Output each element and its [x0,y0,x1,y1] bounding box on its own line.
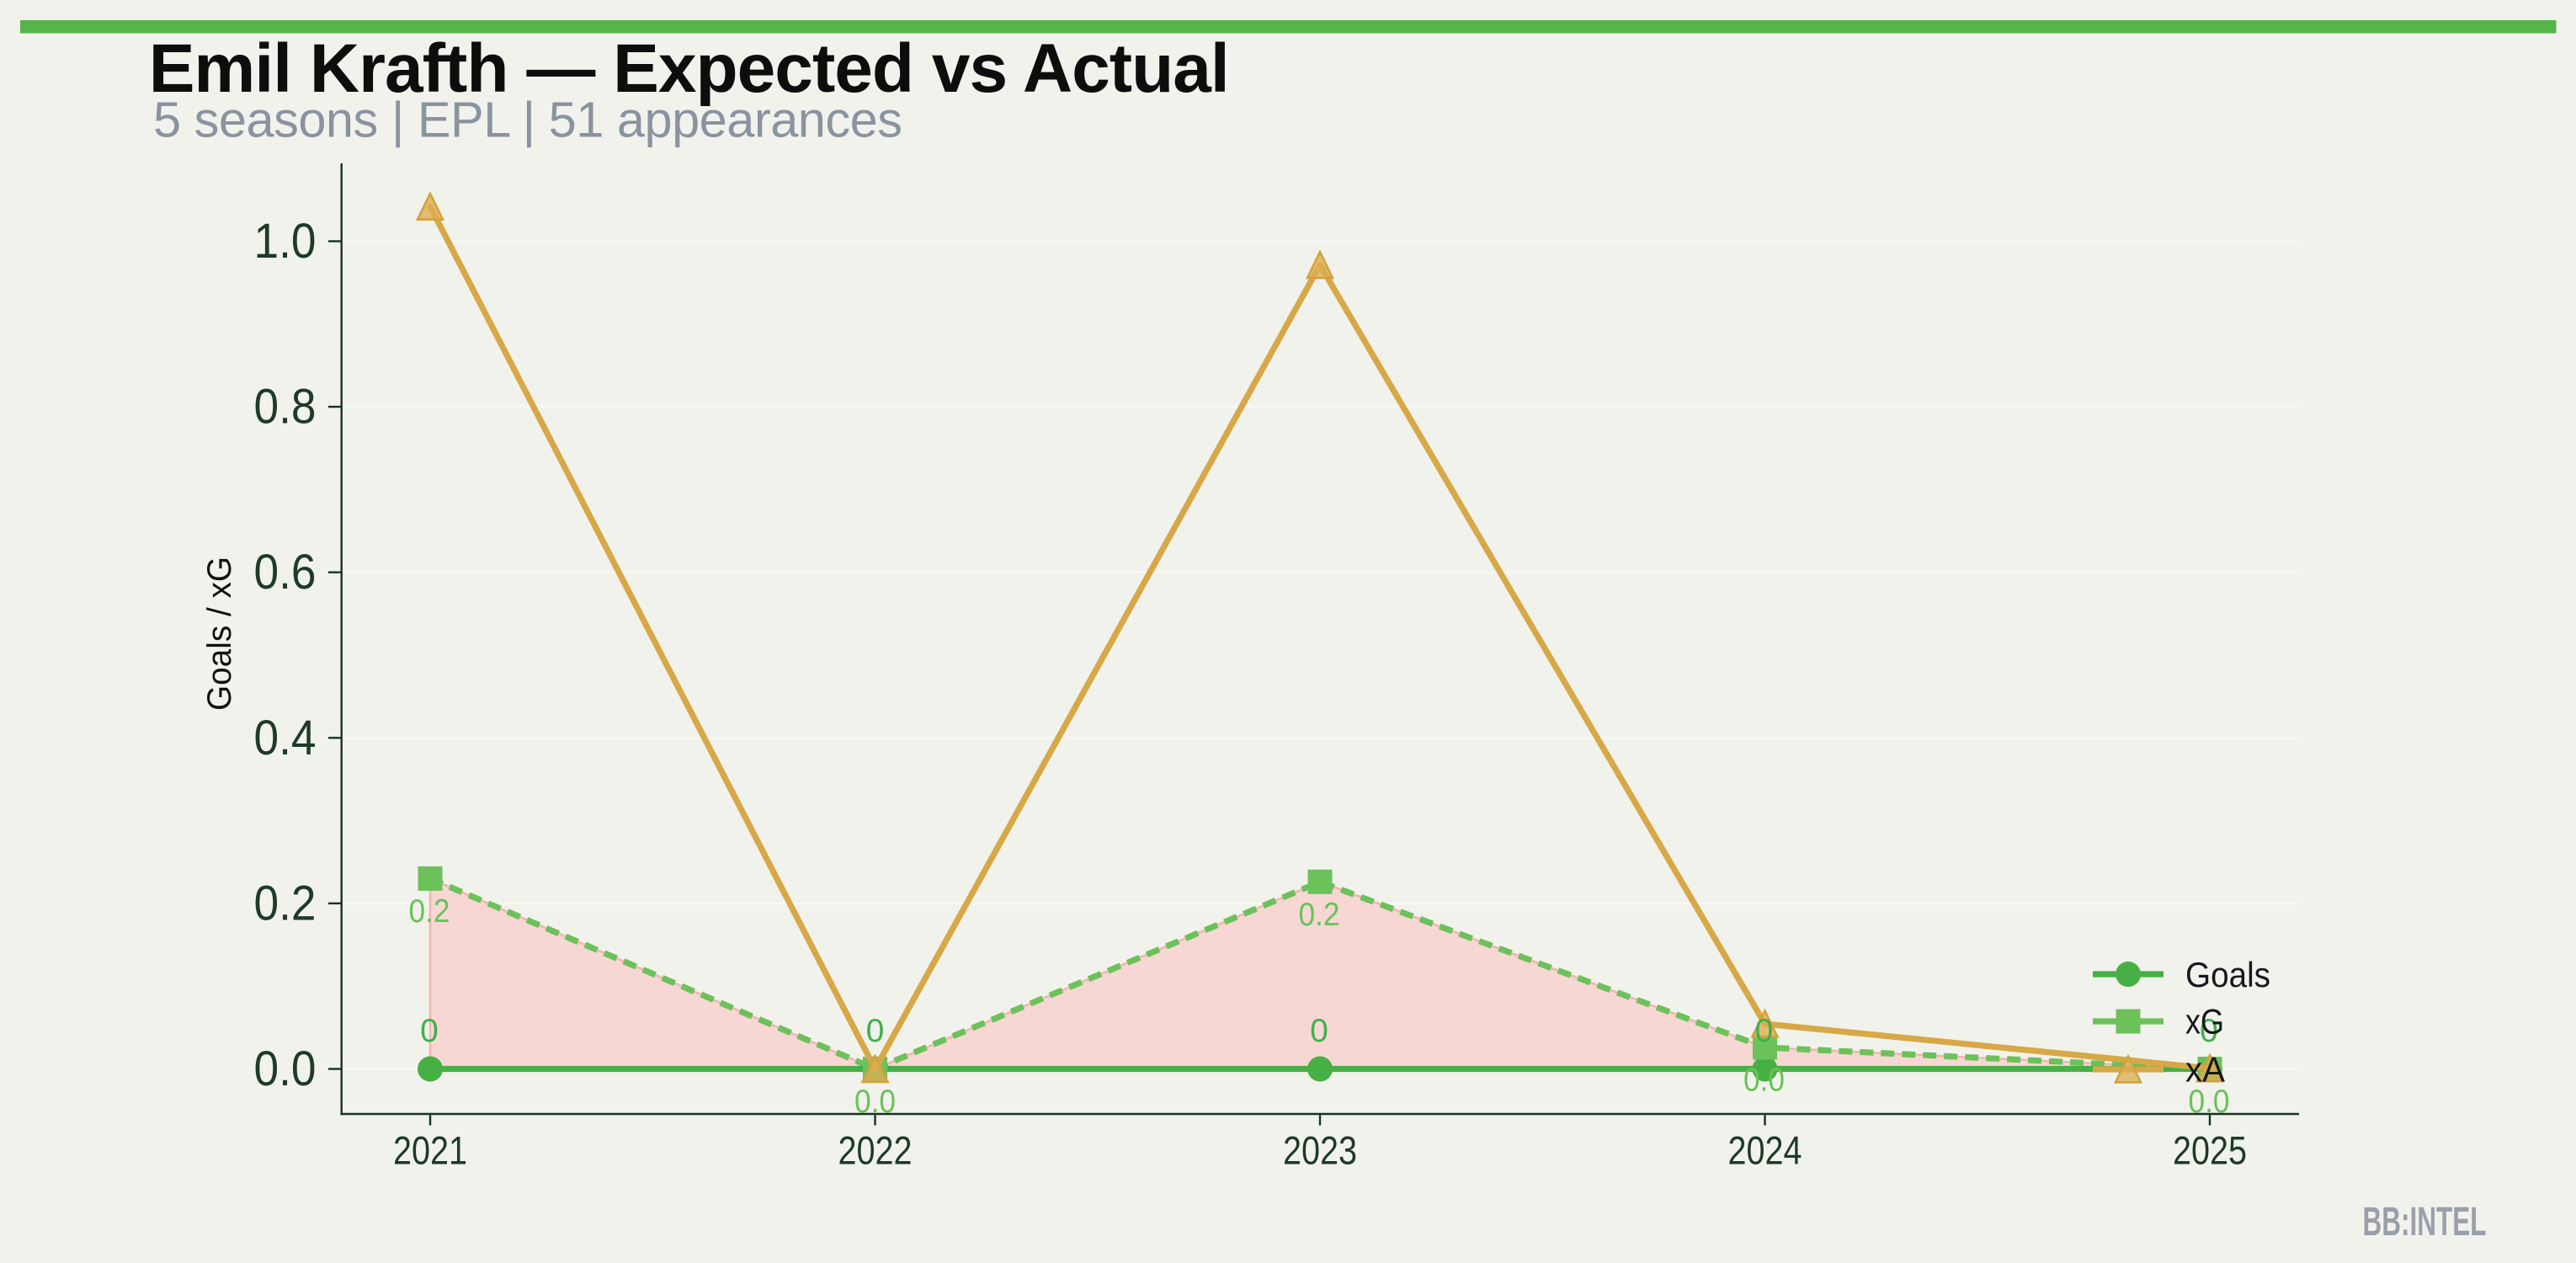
svg-text:0.0: 0.0 [254,1042,317,1096]
svg-text:0.4: 0.4 [254,711,317,765]
svg-text:Goals / xG: Goals / xG [201,557,238,711]
svg-text:Goals: Goals [2185,955,2270,994]
svg-text:2022: 2022 [838,1128,913,1173]
svg-text:0: 0 [1755,1013,1774,1049]
svg-text:2025: 2025 [2173,1128,2247,1173]
svg-text:Emil Krafth — Expected vs Actu: Emil Krafth — Expected vs Actual [149,30,1230,107]
svg-text:2023: 2023 [1283,1128,1357,1173]
svg-text:0.2: 0.2 [409,893,450,930]
svg-text:xG: xG [2185,1002,2224,1042]
svg-text:0: 0 [866,1013,885,1049]
svg-text:0.2: 0.2 [254,876,317,930]
svg-text:0.6: 0.6 [254,545,317,600]
svg-text:0: 0 [420,1013,439,1049]
svg-text:xA: xA [2185,1050,2225,1090]
svg-text:0.2: 0.2 [1299,897,1340,933]
svg-text:0: 0 [2200,1013,2218,1049]
svg-text:BB:INTEL: BB:INTEL [2363,1200,2487,1244]
svg-text:1.0: 1.0 [254,214,317,269]
svg-text:5 seasons | EPL | 51 appearanc: 5 seasons | EPL | 51 appearances [153,92,902,148]
svg-text:2021: 2021 [393,1128,467,1173]
svg-text:0: 0 [1310,1013,1328,1049]
svg-text:2024: 2024 [1728,1128,1802,1173]
svg-text:0.8: 0.8 [254,380,317,434]
svg-text:0.0: 0.0 [1743,1063,1785,1099]
